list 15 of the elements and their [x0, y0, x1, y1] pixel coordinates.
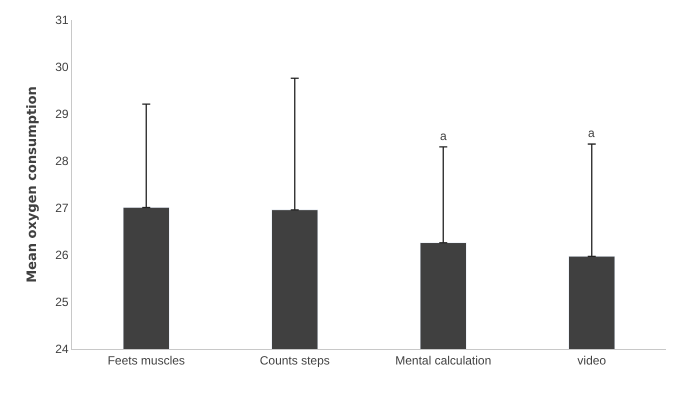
y-tick-label: 30 [55, 60, 69, 74]
y-tick-label: 27 [55, 201, 69, 216]
x-tick-label: Counts steps [260, 353, 330, 368]
y-tick-label: 28 [55, 154, 69, 168]
y-tick-label: 31 [55, 13, 69, 28]
y-tick-label: 25 [55, 295, 69, 310]
annotation: a [440, 129, 447, 143]
annotation: a [588, 126, 595, 140]
y-tick-label: 26 [55, 248, 69, 262]
y-tick-label: 29 [55, 107, 69, 122]
y-axis-title: Mean oxygen consumption [25, 86, 40, 283]
y-tick-label: 24 [55, 342, 69, 356]
x-tick-label: Mental calculation [395, 353, 492, 368]
x-tick-label: Feets muscles [108, 353, 185, 368]
x-tick-label: video [577, 353, 606, 368]
